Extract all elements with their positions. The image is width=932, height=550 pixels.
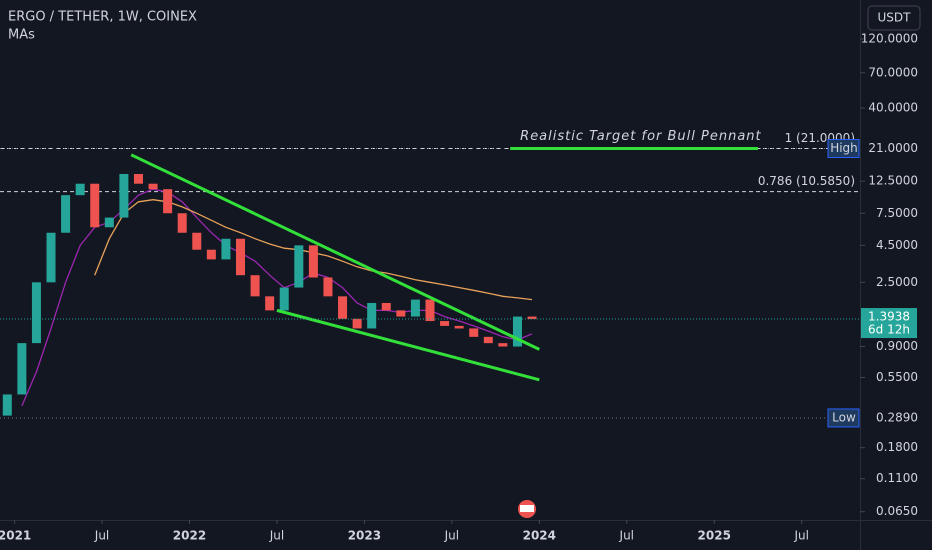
low-tag-bg [827, 408, 860, 428]
candle-body [61, 195, 71, 233]
candle-body [177, 213, 187, 233]
x-tick-label: Jul [269, 529, 284, 543]
target-text: Realistic Target for Bull Pennant [520, 129, 762, 144]
candle-body [148, 183, 158, 190]
candle-body [338, 296, 348, 319]
trend-line [130, 153, 540, 351]
y-tick-label: 0.0650 [876, 504, 918, 518]
candle-body [396, 310, 406, 317]
high-tag-bg [827, 139, 860, 159]
x-tick-label: Jul [444, 529, 459, 543]
y-tick-label: 0.5500 [876, 370, 918, 384]
candle-body [133, 174, 143, 184]
y-tick-label: 12.5000 [868, 174, 918, 188]
x-tick-label: Jul [94, 529, 109, 543]
candle-body [2, 394, 12, 416]
high-value: 21.0000 [868, 141, 918, 155]
current-price: 1.3938 [868, 310, 910, 324]
candle-body [440, 321, 450, 326]
y-tick-label: 0.1800 [876, 440, 918, 454]
y-tick-label: 0.1100 [876, 471, 918, 485]
low-value-bg [862, 408, 924, 427]
candle-body [206, 249, 216, 260]
flag-icon [518, 500, 536, 518]
x-tick-label: Jul [793, 529, 808, 543]
fib-label: 0.786 (10.5850) [758, 174, 855, 188]
candle-body [119, 174, 129, 218]
candle-body [265, 296, 275, 311]
currency-label[interactable]: USDT [878, 11, 912, 25]
current-price-tag [861, 308, 917, 339]
candle-body [279, 287, 289, 311]
candle-body [31, 282, 41, 344]
candle-body [498, 343, 508, 347]
candle-body [512, 316, 522, 347]
candle-body [250, 275, 260, 297]
countdown: 6d 12h [868, 323, 910, 337]
candle-body [46, 232, 56, 283]
y-tick-label: 0.9000 [876, 339, 918, 353]
low-value: 0.2890 [876, 410, 918, 424]
y-tick-label: 2.5000 [876, 275, 918, 289]
trend-line [276, 308, 540, 382]
candle-body [221, 238, 231, 260]
x-tick-label: 2021 [0, 529, 31, 543]
candle-body [323, 277, 333, 297]
candle-body [163, 189, 173, 214]
x-tick-label: 2025 [698, 529, 731, 543]
candle-body [527, 316, 537, 320]
y-tick-label: 40.0000 [868, 101, 918, 115]
x-tick-label: 2023 [348, 529, 381, 543]
high-value-bg [862, 139, 924, 158]
y-tick-label: 7.5000 [876, 206, 918, 220]
candle-body [308, 245, 318, 278]
candle-body [483, 336, 493, 344]
candle-body [104, 217, 114, 228]
high-tag: High [830, 141, 858, 155]
candle-body [17, 343, 27, 395]
candle-body [352, 318, 362, 329]
candle-body [90, 183, 100, 228]
currency-button[interactable] [867, 5, 921, 31]
x-tick-label: 2024 [523, 529, 556, 543]
candle-body [192, 232, 202, 250]
candle-body [236, 238, 246, 276]
candle-body [75, 183, 85, 196]
x-tick-label: Jul [619, 529, 634, 543]
x-tick-label: 2022 [173, 529, 206, 543]
candle-body [294, 245, 304, 288]
candle-body [381, 302, 391, 311]
candle-body [425, 299, 435, 322]
y-tick-label: 4.5000 [876, 238, 918, 252]
indicator-label: MAs [8, 28, 35, 43]
candle-body [410, 299, 420, 317]
y-tick-label: 70.0000 [868, 65, 918, 79]
candle-body [367, 302, 377, 329]
candle-body [469, 328, 479, 337]
candle-body [454, 325, 464, 329]
chart-title: ERGO / TETHER, 1W, COINEX [8, 10, 197, 25]
y-tick-label: 120.0000 [861, 31, 918, 45]
low-tag: Low [832, 410, 856, 424]
